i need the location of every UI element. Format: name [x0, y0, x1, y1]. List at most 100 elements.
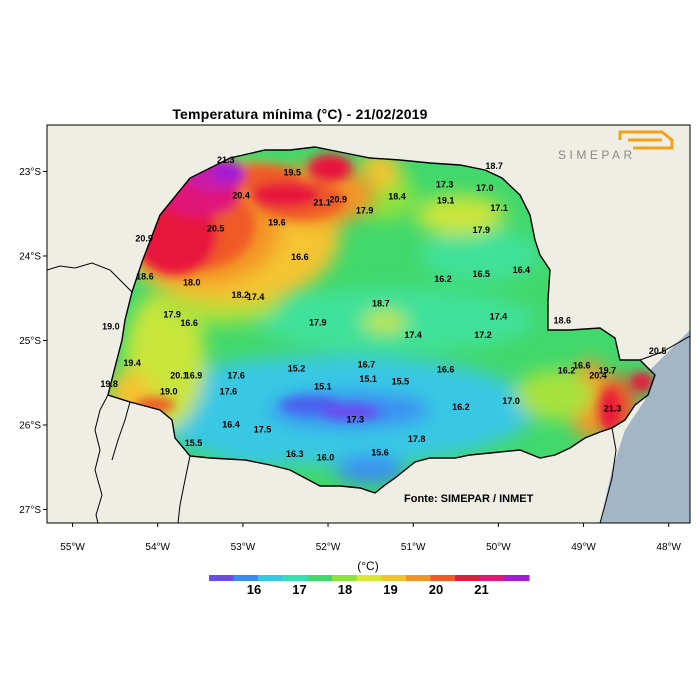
- latitude-tick-label: 27°S: [19, 505, 41, 516]
- station-value-label: 19.6: [268, 218, 286, 228]
- colorbar-tick-label: 17: [292, 582, 306, 597]
- longitude-tick-label: 55°W: [60, 542, 85, 553]
- station-value-label: 17.3: [347, 414, 365, 424]
- station-value-label: 16.4: [513, 265, 531, 275]
- station-value-label: 16.6: [180, 318, 198, 328]
- latitude-tick-label: 26°S: [19, 420, 41, 431]
- station-value-label: 21.3: [604, 404, 622, 414]
- station-value-label: 17.0: [476, 183, 494, 193]
- station-value-label: 20.4: [232, 191, 250, 201]
- station-value-label: 19.5: [284, 168, 302, 178]
- station-value-label: 19.0: [160, 387, 178, 397]
- station-value-label: 18.7: [372, 299, 390, 309]
- station-value-label: 17.1: [490, 203, 508, 213]
- longitude-tick-label: 52°W: [316, 542, 341, 553]
- station-value-label: 17.0: [502, 396, 520, 406]
- colorbar-tick-label: 21: [474, 582, 488, 597]
- colorbar-segment: [282, 575, 308, 581]
- simepar-logo: SIMEPAR: [558, 130, 674, 162]
- station-value-label: 17.2: [474, 330, 492, 340]
- longitude-tick-label: 48°W: [656, 542, 681, 553]
- station-value-label: 16.3: [286, 449, 304, 459]
- colorbar-tick-label: 19: [383, 582, 397, 597]
- station-value-label: 16.6: [291, 252, 309, 262]
- colorbar-segment: [307, 575, 333, 581]
- station-labels: 21.319.520.4 20.921.118.417.319.117.017.1…: [100, 155, 666, 463]
- station-value-label: 15.1: [359, 374, 377, 384]
- station-value-label: 18.4: [388, 191, 406, 201]
- station-value-label: 20.1: [170, 371, 188, 381]
- map-frame: [46, 124, 691, 524]
- longitude-tick-label: 53°W: [231, 542, 256, 553]
- station-value-label: 20.5: [207, 224, 225, 234]
- colorbar-unit: (°C): [357, 559, 378, 573]
- latitude-tick-label: 23°S: [19, 167, 41, 178]
- colorbar-segment: [405, 575, 432, 581]
- station-value-label: 19.8: [100, 379, 118, 389]
- station-value-label: 16.9: [185, 371, 203, 381]
- station-value-label: 17.4: [490, 311, 508, 321]
- colorbar: 16 17 18 19 20 21: [209, 575, 530, 597]
- station-value-label: 18.6: [554, 316, 572, 326]
- temperature-field: [108, 147, 655, 493]
- station-value-label: 21.1: [313, 197, 331, 207]
- station-value-label: 15.6: [371, 447, 389, 457]
- station-value-label: 15.1: [314, 382, 332, 392]
- station-value-label: 17.8: [408, 434, 426, 444]
- colorbar-segment: [233, 575, 259, 581]
- station-value-label: 16.5: [473, 269, 491, 279]
- station-value-label: 20.9: [330, 195, 348, 205]
- station-value-label: 17.4: [247, 292, 265, 302]
- colorbar-tick-label: 16: [247, 582, 261, 597]
- station-value-label: 17.9: [473, 225, 491, 235]
- station-value-label: 17.9: [309, 317, 327, 327]
- station-value-label: 18.6: [136, 272, 154, 282]
- station-value-label: 17.6: [220, 387, 238, 397]
- station-value-label: 17.6: [227, 371, 245, 381]
- state-outline: [107, 146, 656, 494]
- colorbar-segment: [332, 575, 358, 581]
- station-value-label: 18.0: [183, 278, 201, 288]
- station-value-label: 20.5: [649, 346, 667, 356]
- colorbar-segment: [504, 575, 530, 581]
- colorbar-segment: [209, 575, 235, 581]
- station-value-label: 16.2: [434, 274, 452, 284]
- station-value-label: 17.5: [254, 425, 272, 435]
- station-value-label: 16.2: [558, 365, 576, 375]
- map-title: Temperatura mínima (°C) - 21/02/2019: [172, 106, 428, 122]
- colorbar-segment: [381, 575, 407, 581]
- logo-text: SIMEPAR: [558, 148, 636, 162]
- station-value-label: 17.3: [436, 180, 454, 190]
- station-value-label: 20.9: [135, 234, 153, 244]
- station-value-label: 15.2: [288, 364, 306, 374]
- station-value-label: 15.5: [185, 438, 203, 448]
- station-value-label: 16.0: [317, 453, 335, 463]
- ocean-area: [600, 330, 690, 523]
- longitude-tick-label: 49°W: [571, 542, 596, 553]
- latitude-tick-label: 24°S: [19, 251, 41, 262]
- colorbar-segment: [479, 575, 505, 581]
- colorbar-segment: [455, 575, 481, 581]
- latitude-tick-label: 25°S: [19, 336, 41, 347]
- station-value-label: 19.1: [437, 196, 455, 206]
- colorbar-tick-label: 20: [429, 582, 443, 597]
- longitude-tick-label: 54°W: [145, 542, 170, 553]
- station-value-label: 16.6: [437, 365, 455, 375]
- latitude-axis: 23°S 24°S 25°S 26°S 27°S: [19, 167, 47, 516]
- station-value-label: 20.4: [589, 371, 607, 381]
- colorbar-segment: [430, 575, 456, 581]
- colorbar-segment: [258, 575, 284, 581]
- station-value-label: 19.7: [599, 365, 617, 375]
- source-text: Fonte: SIMEPAR / INMET: [404, 493, 534, 505]
- station-value-label: 19.0: [102, 322, 120, 332]
- station-value-label: 16.7: [358, 360, 376, 370]
- station-value-label: 18.7: [485, 161, 503, 171]
- station-value-label: 21.3: [217, 155, 235, 165]
- station-value-label: 15.5: [392, 376, 410, 386]
- colorbar-tick-label: 18: [338, 582, 352, 597]
- station-value-label: 16.2: [452, 402, 470, 412]
- station-value-label: 18.2: [232, 290, 250, 300]
- colorbar-segment: [356, 575, 382, 581]
- longitude-tick-label: 50°W: [486, 542, 511, 553]
